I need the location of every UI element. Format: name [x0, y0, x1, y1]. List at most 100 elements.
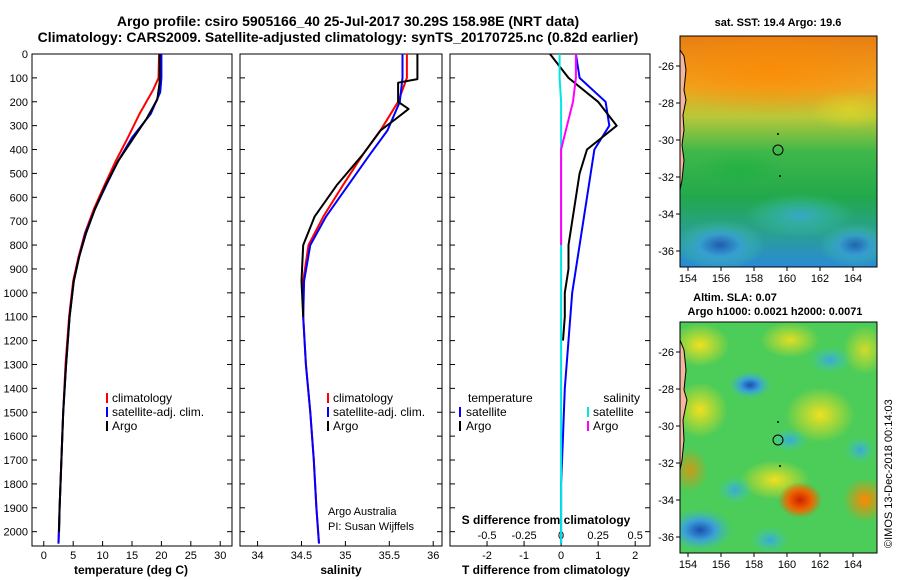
lon-tick-label: 156	[712, 273, 730, 285]
legend-label: climatology	[112, 391, 172, 405]
legend-label: Argo	[593, 419, 619, 433]
s-difference-axis-label: S difference from climatology	[462, 513, 631, 527]
lon-tick-label: 160	[778, 273, 796, 285]
x-tick-label: 36	[427, 550, 439, 562]
sla-map: Altim. SLA: 0.07 Argo h1000: 0.0021 h200…	[658, 292, 878, 571]
sla-float-position-marker	[772, 434, 784, 446]
pressure-tick-label: 2000	[4, 527, 28, 539]
pressure-tick-label: 900	[10, 264, 28, 276]
salinity-plot: 34 34.5 35 35.5 36 climatologysatellite-adj. …	[251, 54, 439, 562]
pressure-tick-label: 1900	[4, 503, 28, 515]
legend-label: Argo	[333, 419, 359, 433]
lat-tick-label: -34	[658, 209, 674, 221]
pressure-tick-label: 300	[10, 121, 28, 133]
x-tick-label: 34	[251, 550, 263, 562]
lon-tick-label: 154	[679, 559, 697, 571]
imos-stamp: ©IMOS 13-Dec-2018 00:14:03	[883, 399, 895, 548]
pressure-tick-label: 1200	[4, 336, 28, 348]
x-tick-label: 10	[96, 550, 108, 562]
x-tick-label: 34.5	[291, 550, 312, 562]
x-tick-label: -2	[482, 550, 492, 562]
lon-tick-label: 154	[679, 273, 697, 285]
x-tick-label: 0	[558, 550, 564, 562]
x-tick-label: 2	[632, 550, 638, 562]
pressure-tick-label: 100	[10, 73, 28, 85]
lon-tick-label: 162	[811, 559, 829, 571]
salinity-panel-frame	[239, 53, 443, 547]
series-line-argo	[58, 54, 161, 532]
legend-title-temperature: temperature	[468, 391, 533, 405]
lon-tick-label: 158	[745, 559, 763, 571]
t-difference-axis-label: T difference from climatology	[462, 563, 630, 577]
series-line-satellite-temperature-	[560, 53, 611, 544]
s-tick-label: 0.5	[628, 530, 643, 542]
legend-label: climatology	[333, 391, 393, 405]
series-line-argo-salinity-	[560, 54, 577, 246]
legend-label: satellite	[466, 405, 507, 419]
australia-land	[680, 49, 687, 191]
series-line-climatology	[57, 53, 161, 544]
lat-tick-label: -26	[658, 347, 674, 359]
sst-map-title: sat. SST: 19.4 Argo: 19.6	[715, 17, 842, 29]
lat-tick-label: -36	[658, 532, 674, 544]
pressure-tick-label: 1300	[4, 359, 28, 371]
pressure-tick-label: 700	[10, 216, 28, 228]
lat-tick-label: -30	[658, 135, 674, 147]
x-tick-label: 30	[214, 550, 226, 562]
legend-label: satellite-adj. clim.	[112, 405, 204, 419]
x-tick-label: 35	[339, 550, 351, 562]
pressure-tick-label: 1700	[4, 455, 28, 467]
pressure-tick-label: 1500	[4, 407, 28, 419]
sla-map-title-2: Argo h1000: 0.0021 h2000: 0.0071	[688, 306, 863, 318]
legend-label: Argo	[112, 419, 138, 433]
x-tick-label: 25	[185, 550, 197, 562]
series-line-satellite-adj-clim-	[302, 54, 404, 544]
series-line-satellite-salinity-	[558, 54, 563, 544]
pressure-tick-label: 1600	[4, 431, 28, 443]
lat-tick-label: -34	[658, 495, 674, 507]
lon-tick-label: 156	[712, 559, 730, 571]
lat-tick-label: -32	[658, 458, 674, 470]
sst-map: sat. SST: 19.4 Argo: 19.6 -26 -28 -30 -32 -3…	[658, 17, 878, 285]
x-tick-label: 0	[41, 550, 47, 562]
lon-tick-label: 162	[811, 273, 829, 285]
s-tick-label: -0.25	[512, 530, 537, 542]
pressure-tick-label: 800	[10, 240, 28, 252]
x-tick-label: 35.5	[379, 550, 400, 562]
x-tick-label: 5	[70, 550, 76, 562]
pressure-tick-label: 1800	[4, 479, 28, 491]
lon-tick-label: 160	[778, 559, 796, 571]
x-tick-label: -1	[519, 550, 529, 562]
lat-tick-label: -28	[658, 98, 674, 110]
lon-tick-label: 158	[745, 273, 763, 285]
s-tick-label: -0.5	[478, 530, 497, 542]
x-tick-label: 20	[155, 550, 167, 562]
difference-panel-frame	[449, 53, 651, 547]
series-line-satellite-adj-clim-	[57, 54, 163, 544]
pressure-tick-label: 600	[10, 192, 28, 204]
title-line-2: Climatology: CARS2009. Satellite-adjuste…	[38, 29, 639, 45]
x-tick-label: 1	[595, 550, 601, 562]
lon-tick-label: 164	[844, 273, 862, 285]
legend-label: satellite-adj. clim.	[333, 405, 425, 419]
lon-tick-label: 164	[844, 559, 862, 571]
credit-pi: PI: Susan Wijffels	[328, 521, 414, 533]
difference-plot: -2 -1 0 1 2-0.5 -0.25 0 0.25 0.5temperaturesatel…	[459, 53, 643, 562]
series-line-argo	[300, 54, 419, 317]
lat-tick-label: -32	[658, 172, 674, 184]
x-tick-label: 15	[126, 550, 138, 562]
salinity-axis-label: salinity	[320, 563, 362, 577]
credit-argo-australia: Argo Australia	[328, 506, 397, 518]
pressure-tick-label: 0	[22, 49, 28, 61]
pressure-tick-label: 200	[10, 97, 28, 109]
temperature-axis-label: temperature (deg C)	[74, 563, 188, 577]
lat-tick-label: -28	[658, 384, 674, 396]
title-line-1: Argo profile: csiro 5905166_40 25-Jul-20…	[117, 13, 579, 29]
pressure-tick-label: 1400	[4, 383, 28, 395]
float-position-marker	[772, 144, 784, 156]
legend-title-salinity: salinity	[603, 391, 640, 405]
legend-label: satellite	[593, 405, 634, 419]
pressure-tick-label: 1100	[4, 312, 28, 324]
